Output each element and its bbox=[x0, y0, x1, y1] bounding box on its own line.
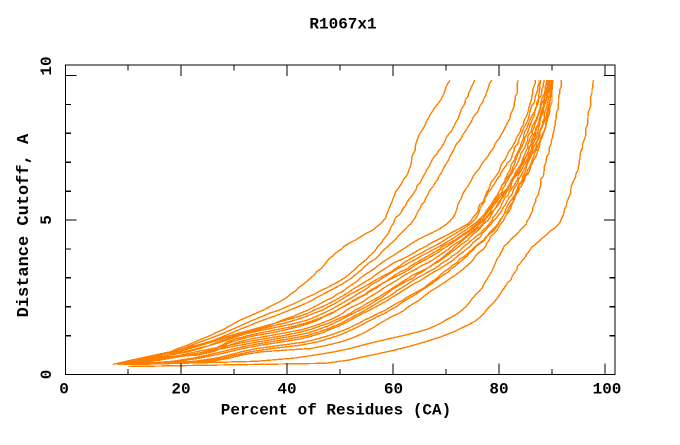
svg-text:0: 0 bbox=[59, 381, 69, 399]
svg-text:40: 40 bbox=[277, 381, 296, 399]
svg-text:5: 5 bbox=[38, 215, 56, 225]
svg-text:60: 60 bbox=[384, 381, 403, 399]
svg-text:R1067x1: R1067x1 bbox=[309, 16, 376, 34]
svg-text:80: 80 bbox=[489, 381, 508, 399]
svg-text:0: 0 bbox=[38, 370, 56, 380]
svg-text:Distance Cutoff, A: Distance Cutoff, A bbox=[15, 133, 34, 317]
svg-text:20: 20 bbox=[171, 381, 190, 399]
svg-text:Percent of Residues (CA): Percent of Residues (CA) bbox=[221, 402, 451, 420]
svg-text:100: 100 bbox=[593, 381, 622, 399]
svg-text:10: 10 bbox=[38, 56, 56, 75]
